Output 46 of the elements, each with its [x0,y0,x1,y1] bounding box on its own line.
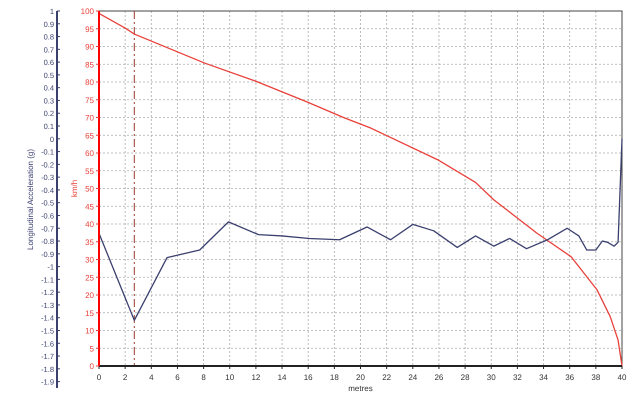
y-tick-label: 10 [85,326,95,336]
y-tick-label: 35 [85,238,95,247]
y-tick-label: 20 [85,291,95,300]
x-tick-label: 28 [460,373,470,382]
x-tick-label: 6 [175,373,180,382]
x-tick-label: 0 [96,373,102,382]
line-series [98,138,623,321]
y-tick-label: 85 [85,60,95,70]
y-tick-label: 65 [85,131,95,140]
x-tick-label: 18 [330,373,340,382]
x-tick-label: 22 [382,373,392,382]
y-tick-label: 95 [85,24,95,34]
y-axis-title: km/h [70,180,79,198]
y-tick-label: 0 [90,362,95,371]
x-axis-title: metres [348,384,373,393]
x-tick-label: 24 [408,373,418,382]
y-tick-label: 30 [85,256,95,264]
y-tick-label: 50 [85,184,95,194]
y-tick-label: 15 [85,308,95,318]
x-tick-label: 8 [201,373,206,382]
y-tick-label: 100 [80,7,95,16]
y2-axis-title: Longitudinal Acceleration (g) [26,148,35,250]
x-tick-label: 4 [149,373,154,382]
x-tick-label: 30 [486,373,496,382]
x-tick-label: 12 [251,373,261,382]
x-tick-label: 32 [512,373,522,382]
y-tick-label: 70 [85,114,95,122]
y-tick-label: 5 [90,344,95,354]
y-tick-label: 45 [85,202,95,212]
x-tick-label: 34 [539,373,549,382]
x-tick-label: 16 [304,373,314,382]
x-tick-label: 10 [225,373,235,382]
x-tick-label: 40 [618,373,627,382]
x-tick-label: 2 [122,373,128,382]
y-tick-label: 25 [85,273,95,282]
y-tick-label: 40 [85,220,95,229]
x-tick-label: 20 [356,373,366,382]
x-tick-label: 14 [278,373,288,382]
y-tick-label: 80 [85,78,95,87]
y-tick-label: 55 [85,166,95,176]
y-tick-label: 75 [85,96,95,105]
x-tick-label: 26 [434,373,444,382]
y-tick-label: 90 [85,42,95,52]
y-tick-label: 60 [85,149,95,158]
x-tick-label: 38 [591,373,601,382]
x-tick-label: 36 [565,373,575,382]
